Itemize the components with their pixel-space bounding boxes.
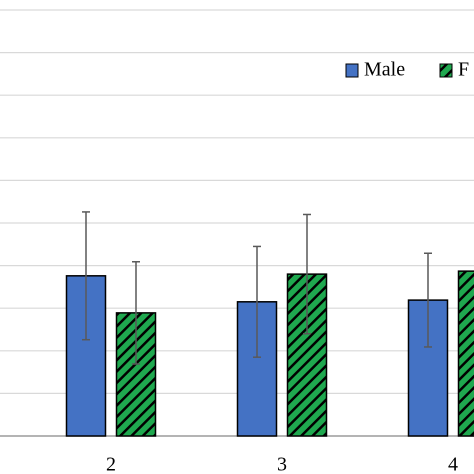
bar: [407, 299, 449, 437]
legend-label: Male: [364, 59, 405, 81]
legend-label: F: [458, 59, 469, 81]
x-tick-label: 3: [277, 454, 287, 474]
legend-swatch: [439, 63, 453, 78]
bar: [457, 270, 474, 437]
x-tick-label: 2: [106, 454, 116, 474]
x-tick-label: 4: [448, 454, 458, 474]
bar: [286, 273, 328, 437]
legend-swatch: [345, 63, 359, 78]
